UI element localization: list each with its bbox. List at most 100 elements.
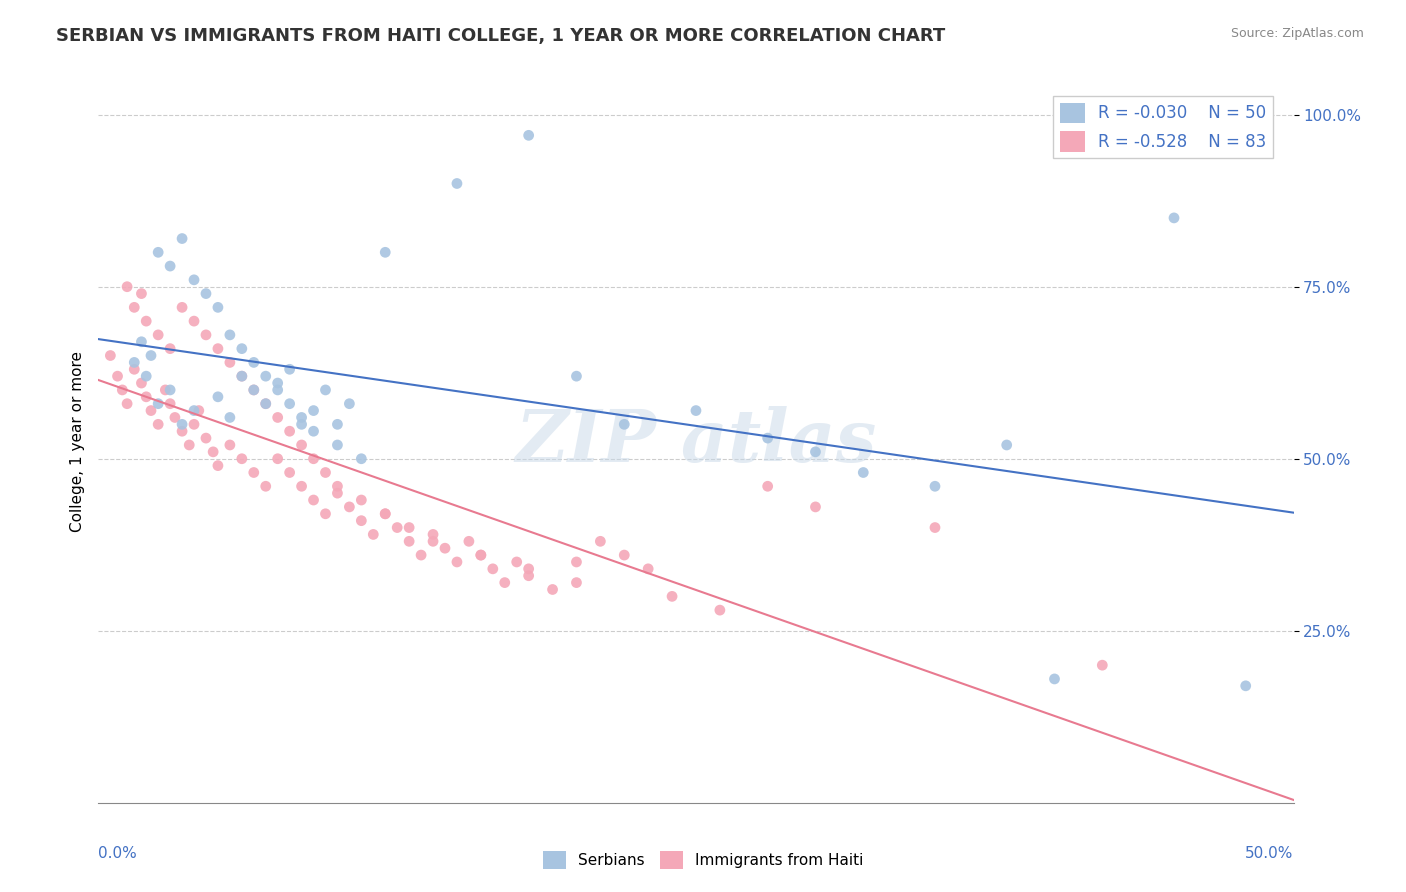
Point — [613, 417, 636, 432]
Point — [315, 383, 337, 397]
Point — [363, 527, 385, 541]
Point — [517, 568, 540, 582]
Point — [315, 507, 337, 521]
Point — [207, 301, 229, 315]
Point — [350, 514, 373, 528]
Point — [148, 245, 170, 260]
Point — [159, 259, 181, 273]
Point — [98, 349, 122, 363]
Point — [231, 451, 253, 466]
Point — [231, 342, 253, 356]
Point — [267, 410, 290, 425]
Point — [267, 376, 290, 390]
Point — [243, 383, 266, 397]
Point — [924, 479, 946, 493]
Point — [254, 397, 277, 411]
Point — [565, 555, 588, 569]
Point — [339, 500, 361, 514]
Point — [131, 286, 153, 301]
Point — [326, 479, 349, 493]
Point — [613, 548, 636, 562]
Point — [804, 500, 827, 514]
Point — [183, 417, 205, 432]
Point — [139, 349, 162, 363]
Point — [131, 376, 153, 390]
Point — [159, 383, 181, 397]
Point — [291, 410, 314, 425]
Point — [350, 451, 373, 466]
Point — [374, 507, 396, 521]
Point — [195, 327, 218, 342]
Point — [517, 128, 540, 143]
Point — [852, 466, 875, 480]
Point — [422, 534, 444, 549]
Point — [374, 507, 396, 521]
Point — [756, 479, 779, 493]
Point — [172, 231, 194, 245]
Text: 0.0%: 0.0% — [98, 847, 138, 861]
Point — [124, 362, 146, 376]
Point — [302, 424, 325, 438]
Point — [231, 369, 253, 384]
Point — [517, 562, 540, 576]
Point — [291, 479, 314, 493]
Point — [278, 397, 301, 411]
Point — [470, 548, 492, 562]
Point — [291, 417, 314, 432]
Point — [207, 458, 229, 473]
Text: 50.0%: 50.0% — [1246, 847, 1294, 861]
Point — [183, 403, 205, 417]
Point — [565, 575, 588, 590]
Point — [267, 383, 290, 397]
Point — [243, 355, 266, 369]
Point — [135, 390, 157, 404]
Point — [172, 424, 194, 438]
Point — [219, 355, 242, 369]
Point — [172, 417, 194, 432]
Point — [470, 548, 492, 562]
Point — [481, 562, 505, 576]
Point — [685, 403, 707, 417]
Point — [115, 279, 138, 293]
Point — [195, 431, 218, 445]
Point — [278, 466, 301, 480]
Point — [398, 534, 420, 549]
Point — [302, 451, 325, 466]
Point — [995, 438, 1018, 452]
Point — [124, 301, 146, 315]
Point — [207, 342, 229, 356]
Point — [135, 314, 157, 328]
Point — [254, 479, 277, 493]
Point — [1043, 672, 1066, 686]
Point — [135, 369, 157, 384]
Point — [422, 527, 444, 541]
Point — [494, 575, 516, 590]
Point — [254, 397, 277, 411]
Text: SERBIAN VS IMMIGRANTS FROM HAITI COLLEGE, 1 YEAR OR MORE CORRELATION CHART: SERBIAN VS IMMIGRANTS FROM HAITI COLLEGE… — [56, 27, 945, 45]
Point — [139, 403, 162, 417]
Point — [159, 342, 181, 356]
Point — [148, 327, 170, 342]
Point — [339, 397, 361, 411]
Point — [219, 327, 242, 342]
Point — [411, 548, 433, 562]
Point — [148, 417, 170, 432]
Point — [637, 562, 659, 576]
Point — [756, 431, 779, 445]
Point — [179, 438, 201, 452]
Legend: Serbians, Immigrants from Haiti: Serbians, Immigrants from Haiti — [537, 845, 869, 875]
Point — [446, 177, 468, 191]
Point — [124, 355, 146, 369]
Point — [326, 486, 349, 500]
Point — [446, 555, 468, 569]
Point — [131, 334, 153, 349]
Point — [172, 301, 194, 315]
Point — [148, 397, 170, 411]
Point — [183, 314, 205, 328]
Point — [243, 466, 266, 480]
Point — [267, 451, 290, 466]
Point — [434, 541, 457, 556]
Point — [187, 403, 209, 417]
Point — [183, 273, 205, 287]
Point — [243, 383, 266, 397]
